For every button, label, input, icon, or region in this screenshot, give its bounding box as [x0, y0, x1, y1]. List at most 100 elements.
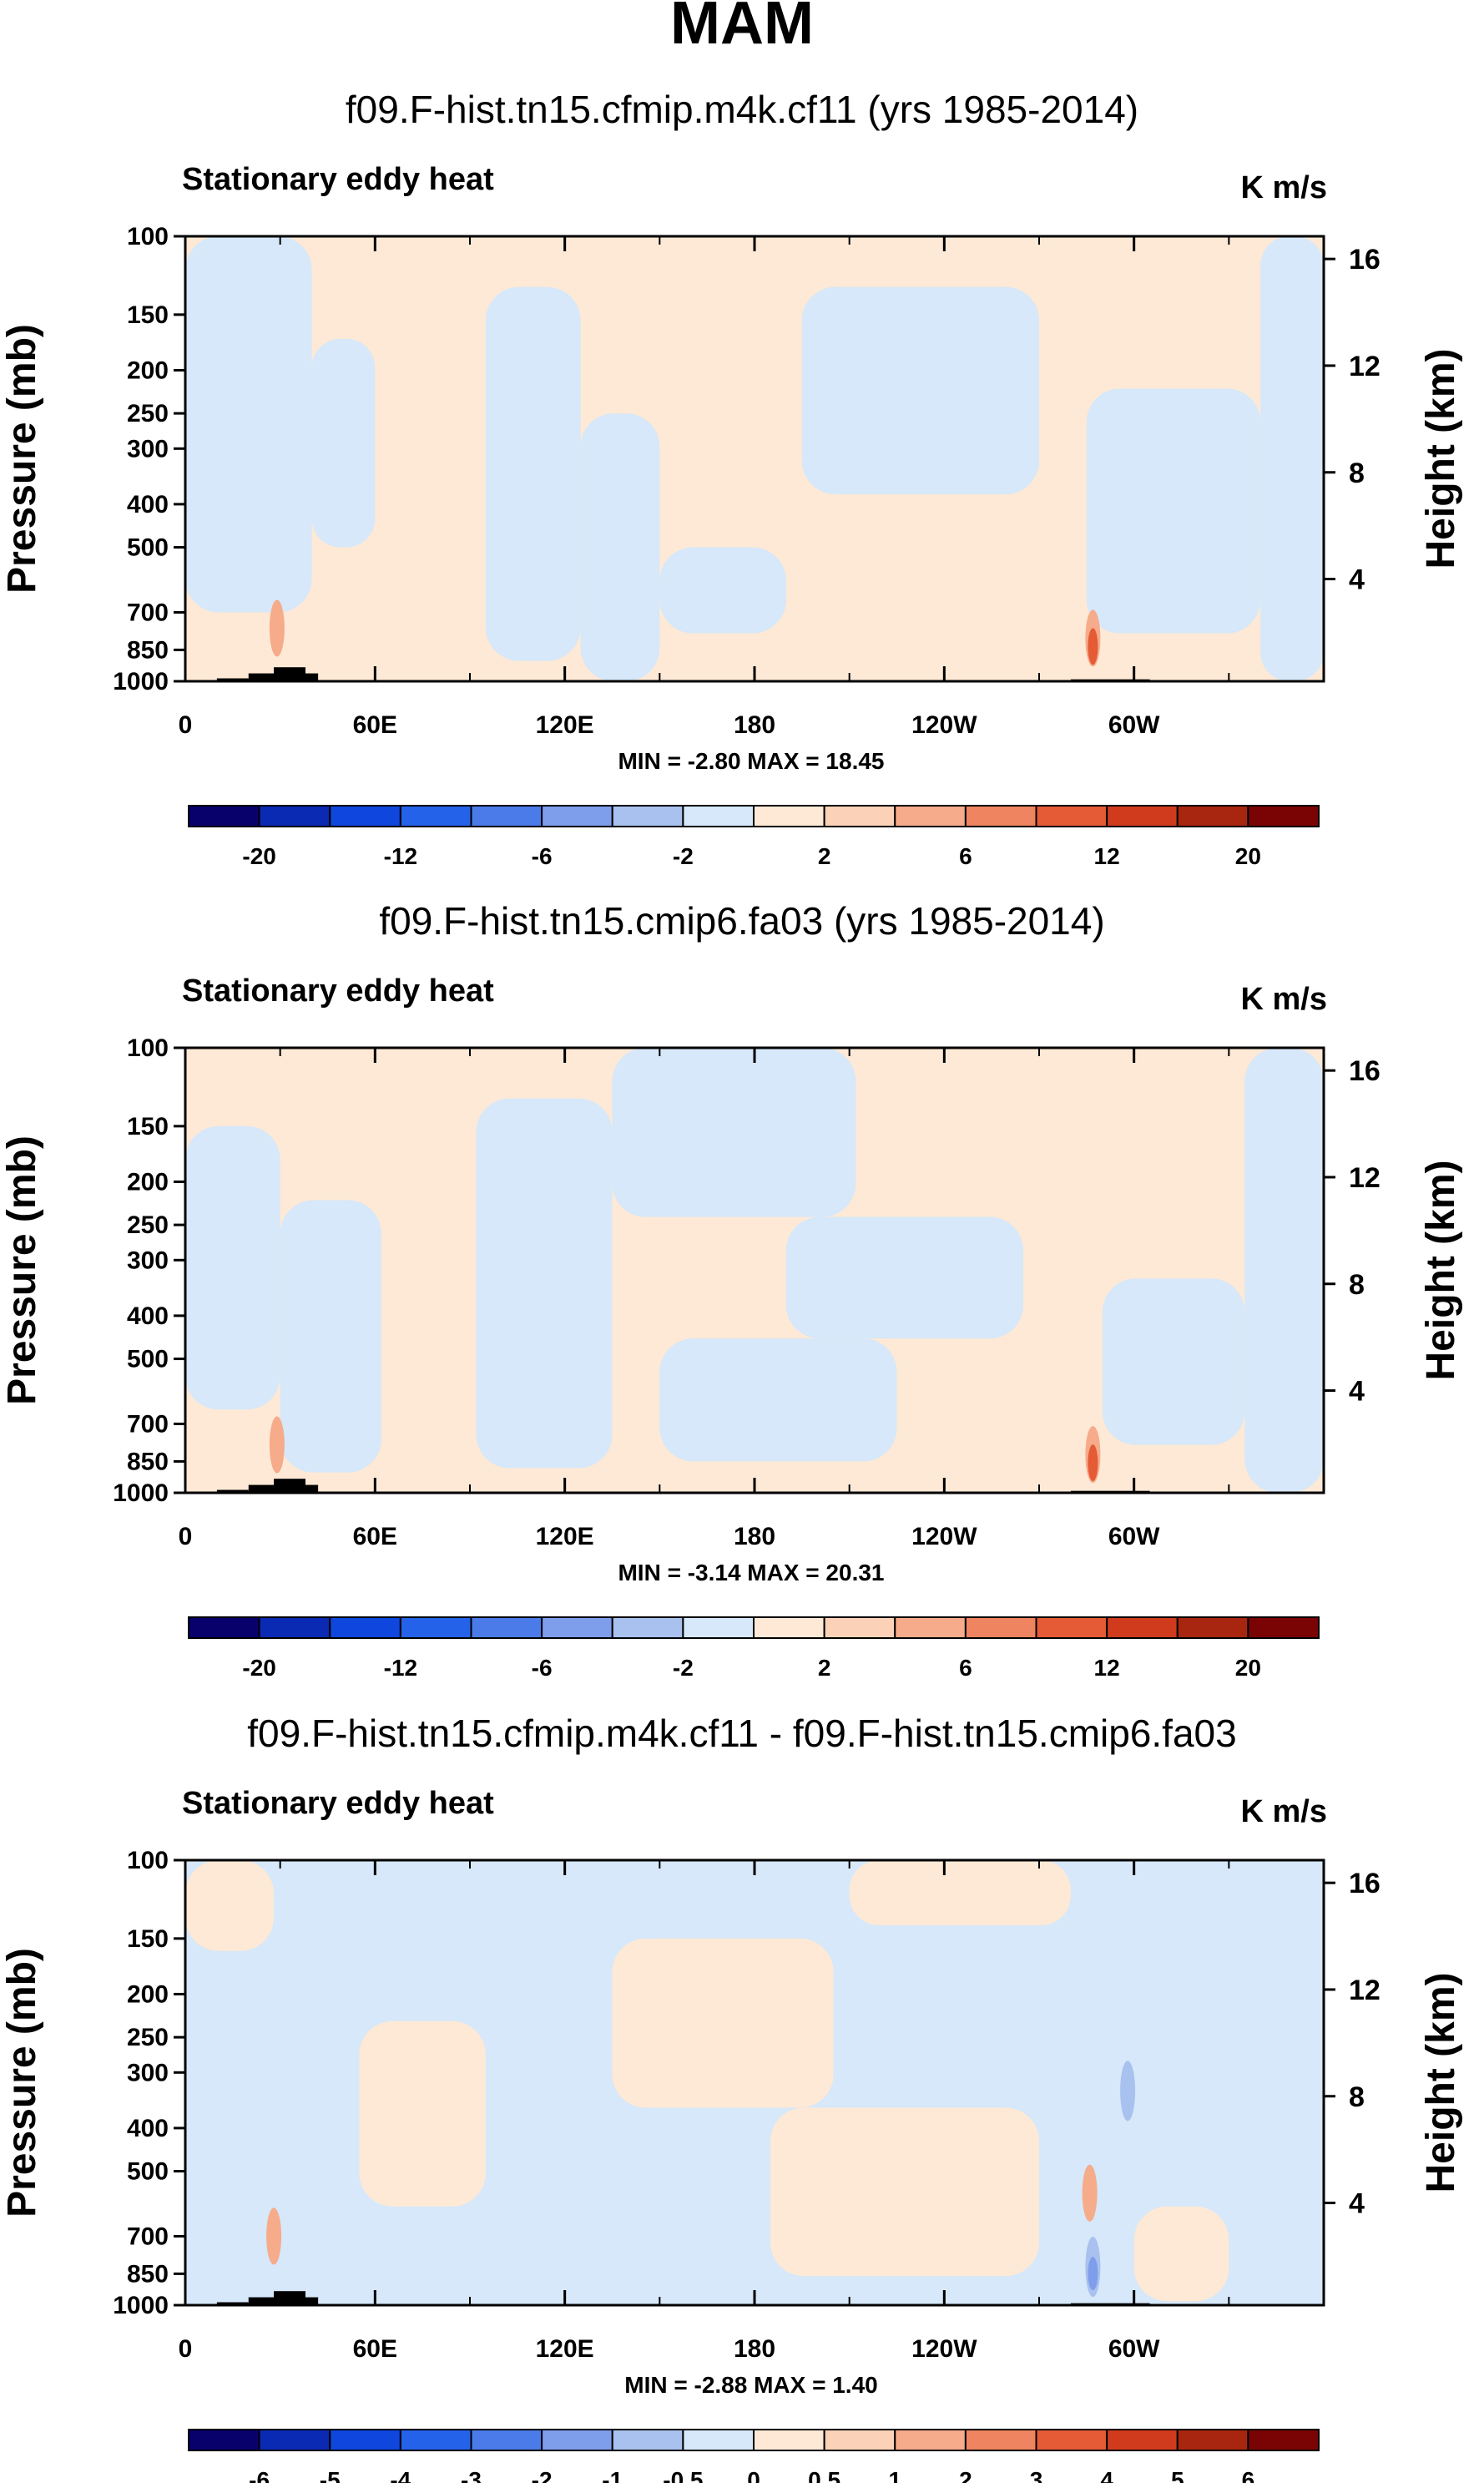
x-tick-label: 60E	[353, 711, 397, 739]
height-tick-label: 8	[1349, 1269, 1365, 1301]
y-tick-label: 500	[127, 1346, 169, 1373]
colorbar-swatch	[470, 2429, 543, 2451]
colorbar-swatch	[1106, 805, 1179, 827]
colorbar-label: -20	[242, 1655, 275, 1681]
colorbar-label: 2	[818, 843, 831, 869]
colorbar-swatch	[1035, 805, 1108, 827]
positive-peak	[269, 1416, 285, 1474]
variable-label: Stationary eddy heat	[182, 973, 494, 1009]
negative-peak-core	[1088, 2257, 1098, 2291]
x-tick-label: 60W	[1108, 2335, 1160, 2363]
colorbar-swatch	[399, 1616, 472, 1639]
variable-label: Stationary eddy heat	[182, 1786, 494, 1821]
y-tick-label: 400	[127, 2115, 169, 2142]
negative-region	[476, 1098, 613, 1469]
x-tick-label: 120W	[911, 1523, 977, 1550]
colorbar-swatch	[541, 2429, 613, 2451]
colorbar-swatch	[329, 805, 401, 827]
colorbar-label: 20	[1235, 843, 1261, 869]
colorbar-label: -0.5	[663, 2467, 703, 2483]
y-tick-label: 300	[127, 435, 169, 463]
contour-field	[185, 1860, 1324, 2305]
y-tick-label: 250	[127, 2024, 169, 2051]
colorbar-label: 0.5	[808, 2467, 840, 2483]
colorbar-swatch	[188, 1616, 260, 1639]
min-max-label: MIN = -2.80 MAX = 18.45	[618, 748, 884, 774]
x-tick-label: 60E	[353, 1523, 397, 1550]
negative-region	[1244, 1048, 1324, 1493]
negative-region	[185, 1125, 280, 1410]
units-label: K m/s	[1241, 1794, 1327, 1829]
panel-1: f09.F-hist.tn15.cfmip.m4k.cf11 (yrs 1985…	[0, 88, 1463, 869]
colorbar-label: 12	[1094, 843, 1120, 869]
contour-field	[185, 1048, 1324, 1493]
negative-region	[659, 547, 786, 634]
negative-region	[1086, 388, 1261, 634]
colorbar-label: 6	[959, 1655, 972, 1681]
positive-region	[1133, 2206, 1229, 2302]
negative-region	[280, 1200, 381, 1473]
negative-region	[785, 1216, 1024, 1339]
colorbar-swatch	[1106, 2429, 1179, 2451]
negative-region	[1260, 236, 1324, 681]
height-tick-label: 16	[1349, 1868, 1381, 1899]
colorbar-label: 20	[1235, 1655, 1261, 1681]
colorbar-label: -2	[673, 1655, 694, 1681]
y-axis-label: Pressure (mb)	[0, 1948, 44, 2218]
colorbar: -20 -12 -6 -2 2 6 12 20	[188, 805, 1320, 869]
colorbar-swatch	[964, 805, 1037, 827]
colorbar-label: 1	[888, 2467, 901, 2483]
colorbar-swatch	[611, 2429, 684, 2451]
units-label: K m/s	[1241, 170, 1327, 205]
y-tick-label: 300	[127, 1247, 169, 1274]
y-tick-label: 400	[127, 1302, 169, 1330]
colorbar-swatch	[470, 1616, 543, 1639]
x-tick-label: 180	[734, 2335, 775, 2363]
colorbar-label: 5	[1171, 2467, 1184, 2483]
colorbar-swatch	[541, 805, 613, 827]
min-max-label: MIN = -2.88 MAX = 1.40	[624, 2372, 877, 2398]
y-tick-label: 250	[127, 400, 169, 427]
colorbar-swatch	[964, 1616, 1037, 1639]
colorbar-swatch	[399, 2429, 472, 2451]
x-tick-label: 120E	[536, 1523, 594, 1550]
colorbar-swatch	[753, 2429, 825, 2451]
y-tick-label: 200	[127, 357, 169, 384]
colorbar-label: 4	[1100, 2467, 1113, 2483]
positive-peak	[266, 2207, 282, 2265]
colorbar-swatch	[682, 2429, 755, 2451]
x-tick-label: 60E	[353, 2335, 397, 2363]
height-tick-label: 4	[1349, 2188, 1365, 2220]
negative-region	[659, 1338, 897, 1462]
colorbar-label: -12	[384, 843, 417, 869]
y-tick-label: 1000	[113, 1479, 169, 1507]
height-tick-label: 16	[1349, 244, 1381, 276]
colorbar-label: 12	[1094, 1655, 1120, 1681]
colorbar-swatch	[541, 1616, 613, 1639]
colorbar-swatch	[1035, 1616, 1108, 1639]
negative-region	[185, 236, 312, 613]
colorbar-swatch	[1247, 805, 1320, 827]
positive-region	[770, 2107, 1039, 2277]
variable-label: Stationary eddy heat	[182, 162, 494, 197]
x-tick-label: 60W	[1108, 1523, 1160, 1550]
y-tick-label: 150	[127, 1113, 169, 1140]
colorbar-label: -6	[532, 1655, 553, 1681]
colorbar-swatch	[258, 1616, 331, 1639]
y-tick-label: 700	[127, 599, 169, 626]
y-tick-label: 700	[127, 2223, 169, 2250]
colorbar-swatch	[894, 1616, 967, 1639]
colorbar-swatch	[611, 1616, 684, 1639]
negative-region	[612, 1048, 856, 1217]
panel-2: f09.F-hist.tn15.cmip6.fa03 (yrs 1985-201…	[0, 899, 1463, 1681]
y-axis-label: Pressure (mb)	[0, 1135, 44, 1405]
positive-peak	[1082, 2164, 1098, 2222]
colorbar-swatch	[823, 805, 896, 827]
x-tick-label: 60W	[1108, 711, 1160, 739]
height-axis-label: Height (km)	[1419, 349, 1463, 569]
colorbar-label: -4	[390, 2467, 411, 2483]
y-tick-label: 100	[127, 1847, 169, 1874]
colorbar-swatch	[1247, 2429, 1320, 2451]
y-tick-label: 100	[127, 223, 169, 250]
